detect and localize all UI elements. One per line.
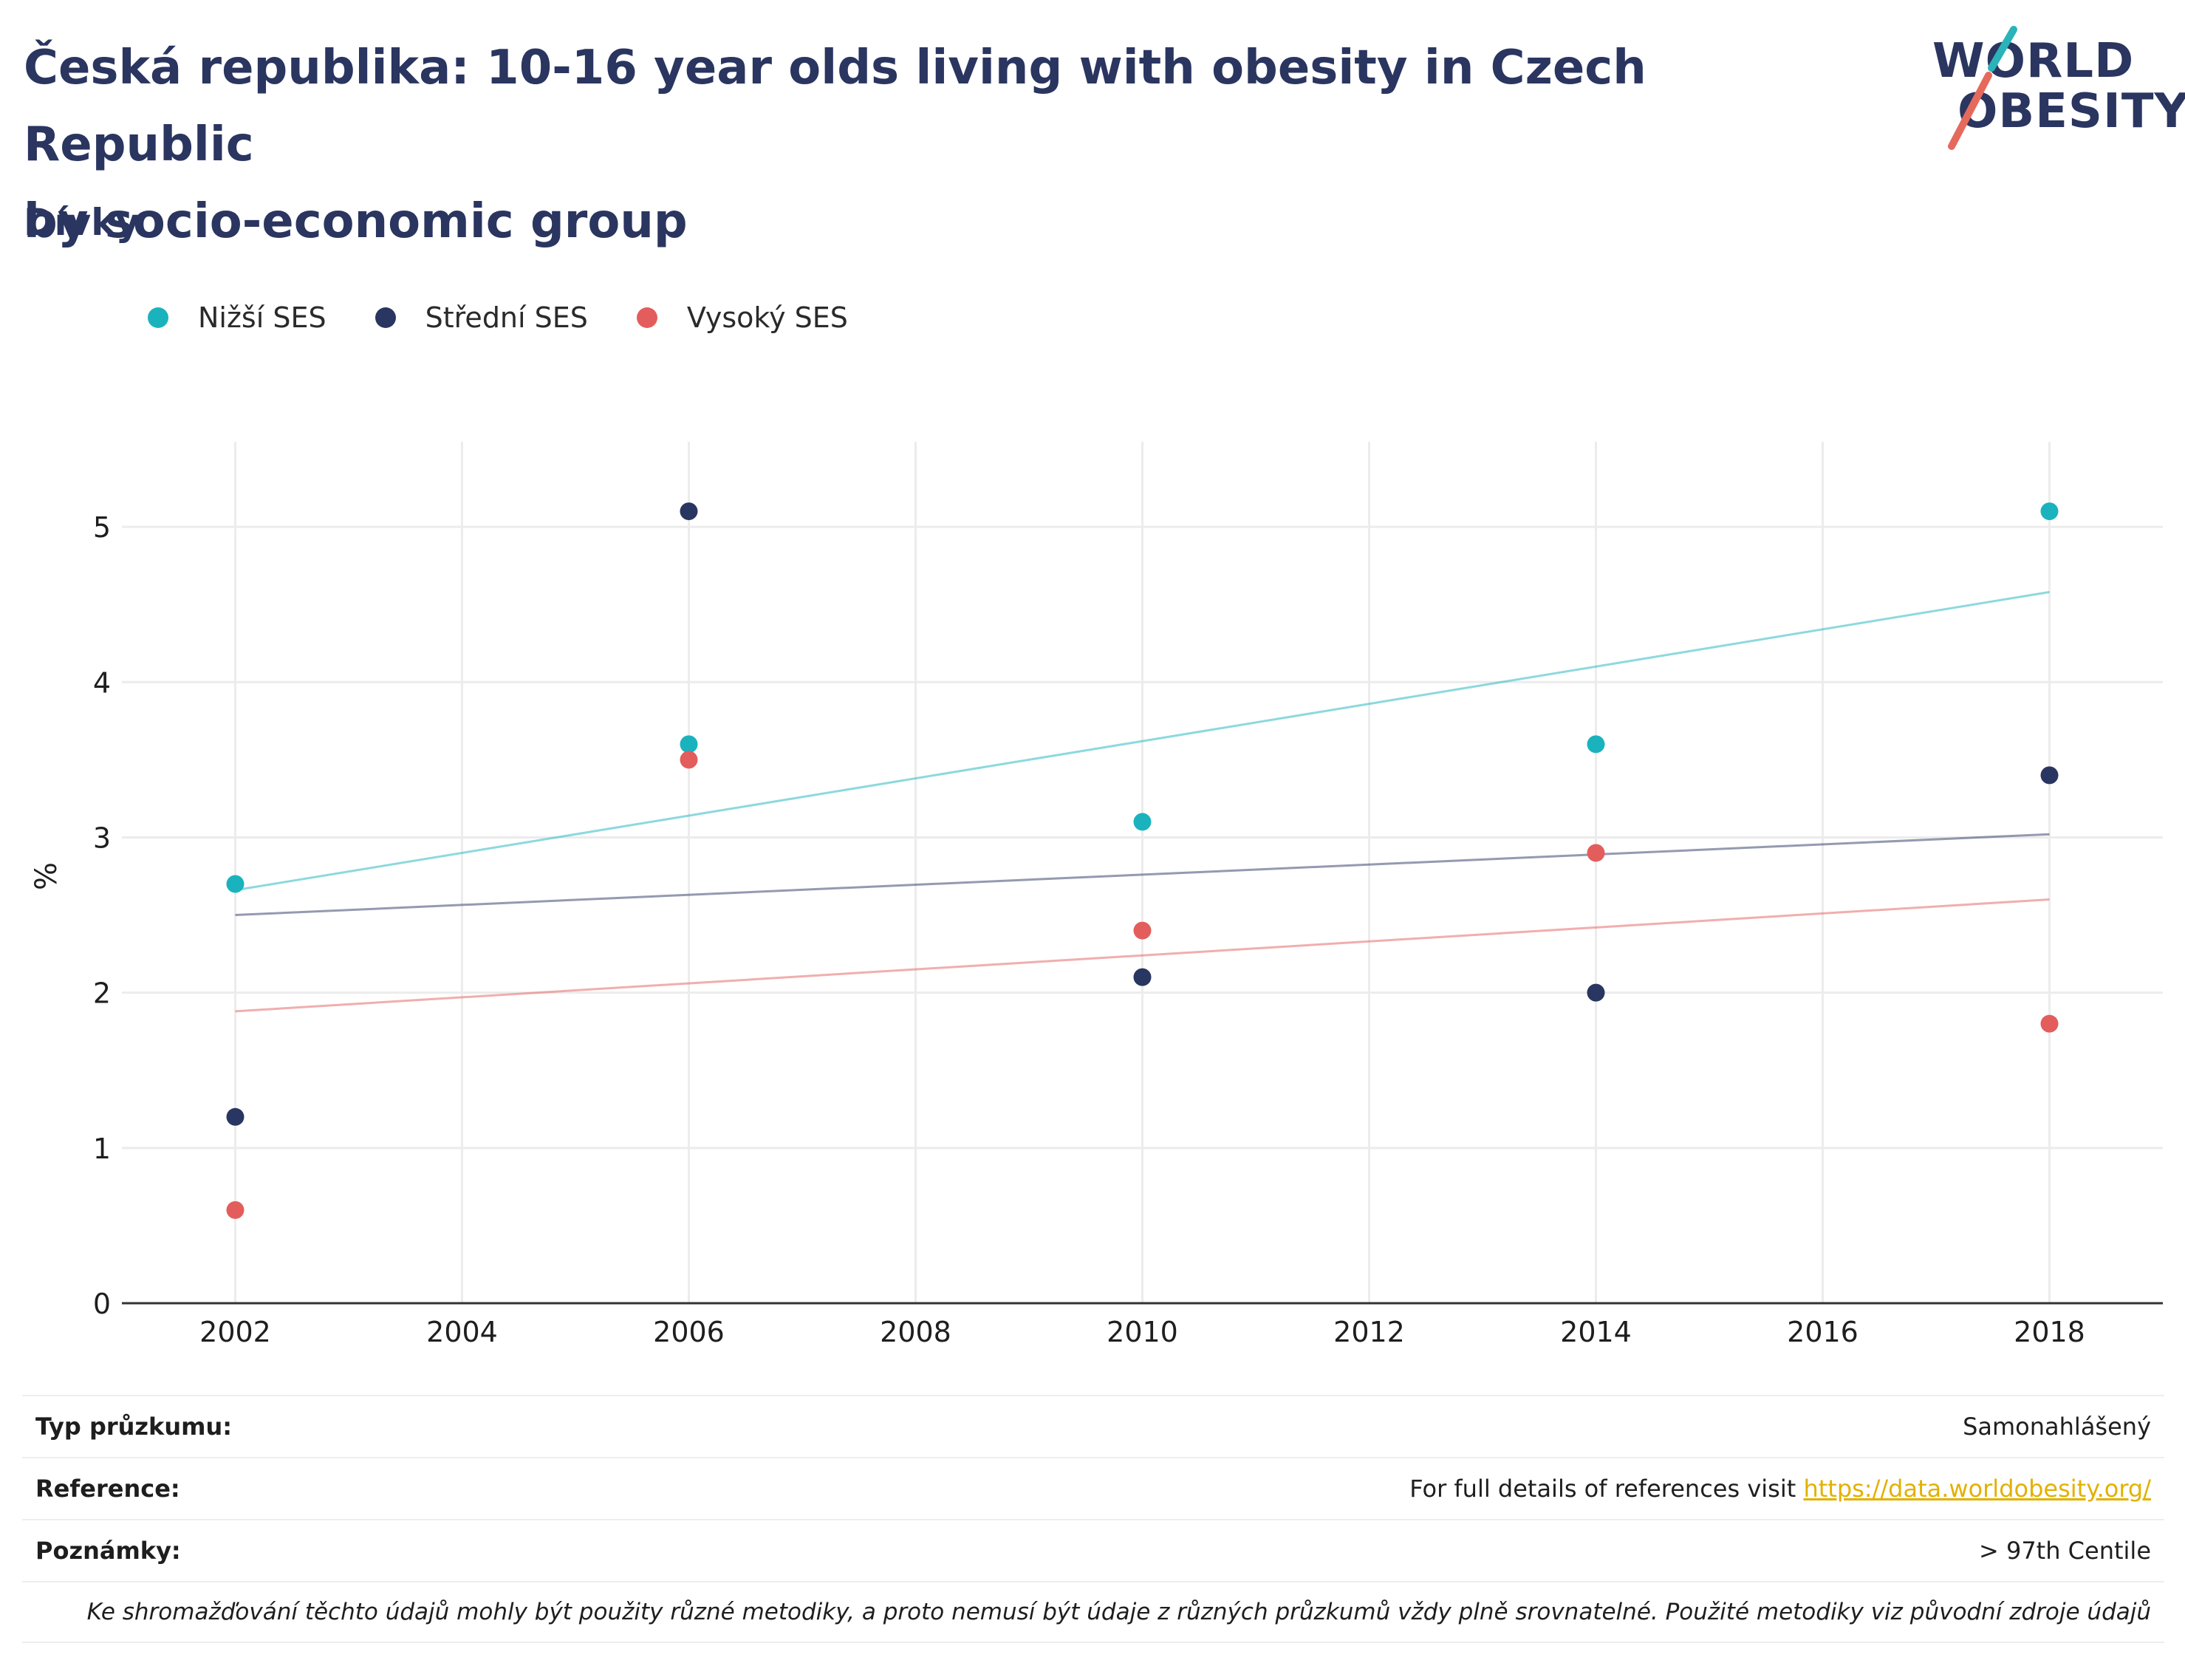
legend-label-mid: Střední SES	[425, 301, 588, 334]
data-point-series-0-2014	[1587, 735, 1605, 754]
trend-line-series-2	[235, 898, 2050, 1013]
data-point-series-2-2006	[680, 751, 698, 769]
legend-label-high: Vysoký SES	[686, 301, 848, 334]
chart-legend: Nižší SES Střední SES Vysoký SES	[148, 296, 897, 340]
chart-title: Česká republika: 10-16 year olds living …	[24, 30, 1870, 260]
x-tick-label-2006: 2006	[653, 1316, 725, 1348]
x-tick-label-2010: 2010	[1107, 1316, 1178, 1348]
info-table: Typ průzkumu: Samonahlášený Reference: F…	[22, 1395, 2164, 1643]
y-tick-label-5: 5	[93, 511, 111, 544]
data-point-series-1-2002	[226, 1107, 245, 1126]
logo-line1: WORLD	[1932, 34, 2135, 89]
reference-link[interactable]: https://data.worldobesity.org/	[1803, 1475, 2151, 1503]
y-tick-label-2: 2	[93, 977, 111, 1010]
world-obesity-logo: WORLD OBESITY	[1921, 22, 2185, 155]
methodology-disclaimer: Ke shromažďování těchto údajů mohly být …	[22, 1581, 2164, 1643]
x-tick-label-2008: 2008	[880, 1316, 951, 1348]
data-point-series-2-2010	[1133, 921, 1152, 940]
scatter-chart: 0 1 2 3 4 5 2002 2004 2006 2008 2010 2012 2014 2016 20…	[30, 442, 2163, 1348]
data-point-series-2-2002	[226, 1201, 245, 1219]
chart-subtitle: Dívky	[24, 201, 140, 244]
x-tick-label-2002: 2002	[199, 1316, 271, 1348]
reference-text: For full details of references visit	[1409, 1475, 1804, 1503]
data-point-series-2-2018	[2040, 1014, 2059, 1033]
data-point-series-0-2002	[226, 875, 245, 893]
chart-title-line2: by socio-economic group	[24, 194, 688, 249]
notes-row: Poznámky: > 97th Centile	[22, 1519, 2164, 1581]
y-tick-label-0: 0	[93, 1288, 111, 1320]
reference-row: Reference: For full details of reference…	[22, 1457, 2164, 1519]
x-tick-label-2012: 2012	[1333, 1316, 1405, 1348]
x-tick-label-2016: 2016	[1787, 1316, 1859, 1348]
survey-type-value: Samonahlášený	[1963, 1413, 2151, 1441]
y-tick-label-1: 1	[93, 1133, 111, 1165]
trend-line-series-1	[235, 833, 2050, 917]
data-point-series-2-2014	[1587, 844, 1605, 862]
data-point-series-1-2014	[1587, 983, 1605, 1002]
legend-item-high[interactable]: Vysoký SES	[636, 301, 848, 334]
data-point-series-0-2006	[680, 735, 698, 754]
legend-dot-high	[636, 307, 657, 328]
legend-dot-low	[148, 307, 168, 328]
notes-label: Poznámky:	[35, 1537, 181, 1565]
x-tick-label-2014: 2014	[1560, 1316, 1632, 1348]
legend-item-mid[interactable]: Střední SES	[375, 301, 588, 334]
data-point-series-1-2010	[1133, 968, 1152, 986]
survey-type-row: Typ průzkumu: Samonahlášený	[22, 1395, 2164, 1457]
logo-slash-icon	[1948, 26, 2017, 150]
y-tick-label-3: 3	[93, 822, 111, 854]
data-point-series-1-2006	[680, 502, 698, 521]
data-point-series-0-2018	[2040, 502, 2059, 521]
survey-type-label: Typ průzkumu:	[35, 1413, 233, 1441]
y-axis-label: %	[30, 862, 64, 890]
data-point-series-1-2018	[2040, 766, 2059, 785]
reference-value: For full details of references visit htt…	[1409, 1475, 2151, 1503]
logo-line2: OBESITY	[1957, 84, 2185, 139]
x-tick-label-2004: 2004	[426, 1316, 498, 1348]
data-point-series-0-2010	[1133, 813, 1152, 831]
legend-item-low[interactable]: Nižší SES	[148, 301, 326, 334]
y-tick-label-4: 4	[93, 666, 111, 699]
legend-label-low: Nižší SES	[198, 301, 326, 334]
chart-title-line1: Česká republika: 10-16 year olds living …	[24, 41, 1647, 172]
trend-line-series-0	[235, 590, 2050, 892]
notes-value: > 97th Centile	[1978, 1537, 2151, 1565]
reference-label: Reference:	[35, 1475, 180, 1503]
legend-dot-mid	[375, 307, 396, 328]
x-tick-label-2018: 2018	[2014, 1316, 2085, 1348]
